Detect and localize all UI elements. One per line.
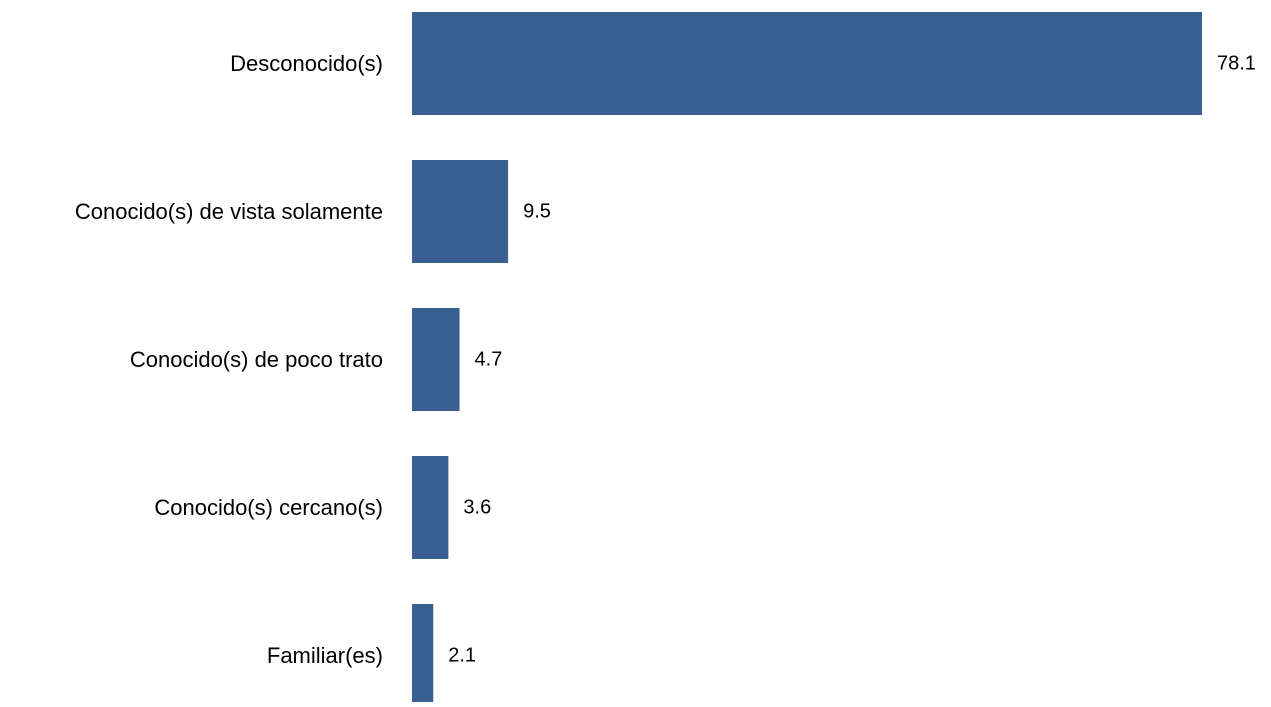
value-label: 9.5: [523, 201, 551, 223]
value-label: 3.6: [463, 497, 491, 519]
bars-group: [412, 12, 1202, 707]
bar: [412, 308, 460, 411]
bar: [412, 456, 449, 559]
value-label: 78.1: [1217, 53, 1256, 75]
category-label: Conocido(s) cercano(s): [154, 495, 383, 520]
category-label: Conocido(s) de poco trato: [130, 347, 383, 372]
value-label: 2.1: [448, 645, 476, 667]
category-label: Desconocido(s): [230, 51, 383, 76]
category-label: Conocido(s) de vista solamente: [75, 199, 383, 224]
value-labels-group: 78.1 9.5 4.7 3.6 2.1: [448, 53, 1256, 667]
bar: [412, 160, 509, 263]
bar: [412, 604, 434, 707]
category-label: Familiar(es): [267, 643, 383, 668]
bar: [412, 12, 1202, 115]
category-labels-group: Desconocido(s) Conocido(s) de vista solam…: [75, 51, 383, 668]
value-label: 4.7: [475, 349, 503, 371]
